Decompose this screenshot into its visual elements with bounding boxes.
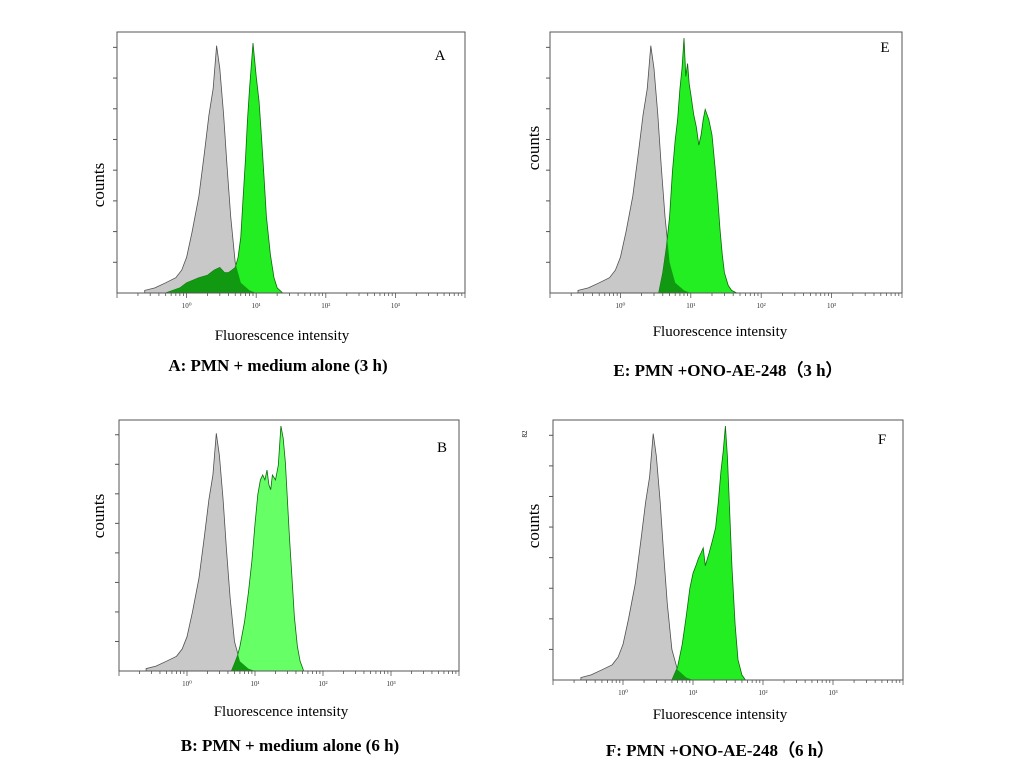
xtick-label-f-1: 10¹: [688, 689, 697, 697]
caption-e: E: PMN +ONO-AE-248（3 h）: [613, 361, 843, 380]
panel-b: 10⁰ 10¹ 10² 10³ B Fluorescence intensity co…: [60, 408, 480, 738]
xtick-label-f-2: 10²: [758, 689, 767, 697]
ylabel-a: counts: [89, 163, 108, 207]
xtick-label-e-1: 10¹: [686, 302, 695, 310]
xlabel-a: Fluorescence intensity: [215, 328, 350, 344]
panel-label-e: E: [880, 40, 889, 56]
plot-frame-b: [118, 419, 460, 672]
sample-histogram-a: [165, 43, 284, 294]
xtick-label-a-2: 10²: [321, 302, 330, 310]
xtick-label-b-1: 10¹: [250, 680, 259, 688]
control-histogram-f: [580, 433, 694, 681]
xtick-label-e-3: 10³: [827, 302, 836, 310]
xtick-label-b-0: 10⁰: [182, 680, 192, 688]
histogram-e: 10⁰ 10¹ 10² 10³ E Fluorescence intensity co…: [524, 31, 903, 340]
ylabel-e: counts: [524, 126, 543, 170]
ylabel-b: counts: [89, 494, 108, 538]
ytick-top-f: 82: [521, 430, 529, 438]
plot-frame-a: [116, 31, 466, 294]
control-histogram-b: [145, 433, 256, 672]
xlabel-e: Fluorescence intensity: [653, 324, 788, 340]
xtick-label-b-2: 10²: [318, 680, 327, 688]
sample-histogram-e: [658, 37, 737, 294]
caption-b: B: PMN + medium alone (6 h): [180, 736, 400, 755]
panel-a: 10⁰ 10¹ 10² 10³ A Fluorescence intensity co…: [60, 20, 480, 350]
ylabel-f: counts: [524, 504, 543, 548]
plot-frame-e: [549, 31, 903, 294]
panel-label-f: F: [878, 432, 886, 448]
xtick-label-e-2: 10²: [757, 302, 766, 310]
histogram-b: 10⁰ 10¹ 10² 10³ B Fluorescence intensity co…: [89, 419, 460, 720]
histogram-a: 10⁰ 10¹ 10² 10³ A Fluorescence intensity co…: [89, 31, 466, 344]
xtick-label-f-3: 10³: [828, 689, 837, 697]
panel-label-a: A: [435, 48, 446, 64]
xlabel-b: Fluorescence intensity: [214, 704, 349, 720]
xlabel-f: Fluorescence intensity: [653, 707, 788, 723]
plot-frame-f: [552, 419, 904, 681]
panel-e: 10⁰ 10¹ 10² 10³ E Fluorescence intensity co…: [495, 20, 915, 350]
caption-f: F: PMN +ONO-AE-248（6 h）: [605, 741, 835, 760]
xtick-label-b-3: 10³: [386, 680, 395, 688]
panel-f: 10⁰ 10¹ 10² 10³ 82 F Fluorescence intensity…: [495, 408, 915, 738]
sample-histogram-f: [671, 425, 747, 681]
xtick-label-a-0: 10⁰: [182, 302, 192, 310]
xtick-label-a-3: 10³: [391, 302, 400, 310]
caption-a: A: PMN + medium alone (3 h): [168, 356, 388, 375]
xtick-label-f-0: 10⁰: [618, 689, 628, 697]
histogram-f: 10⁰ 10¹ 10² 10³ 82 F Fluorescence intensity…: [521, 419, 904, 723]
panel-label-b: B: [437, 440, 447, 456]
sample-histogram-b: [230, 425, 305, 672]
xtick-label-a-1: 10¹: [252, 302, 261, 310]
xtick-label-e-0: 10⁰: [615, 302, 625, 310]
